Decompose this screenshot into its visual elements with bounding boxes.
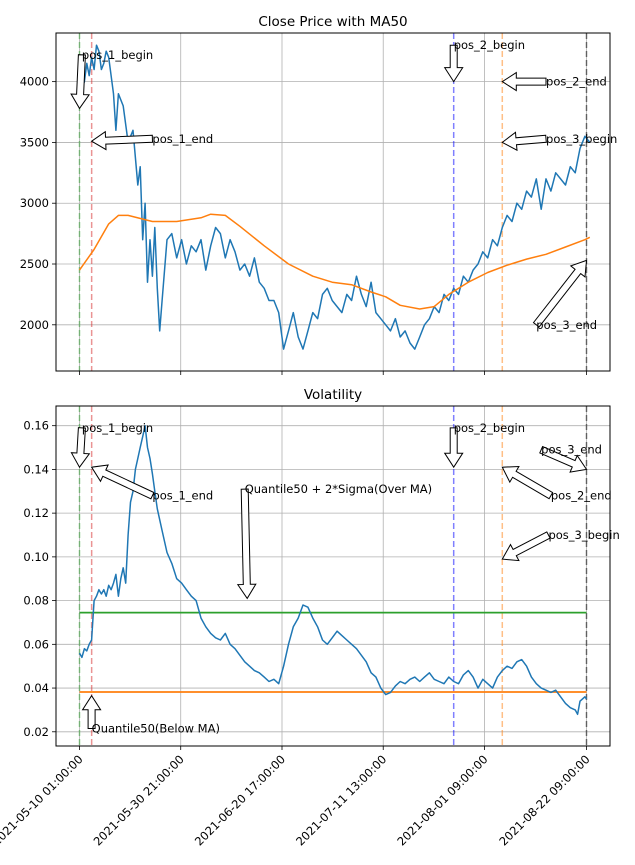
- annotation-arrow: [443, 427, 464, 469]
- annotation-arrow: [539, 445, 588, 473]
- annotation-label: pos_1_begin: [82, 48, 153, 62]
- annotation-arrow: [443, 44, 464, 83]
- chart-panel-2: [52, 405, 611, 750]
- annotation-arrow: [90, 130, 154, 151]
- x-tick-label: 2021-05-30 21:00:00: [91, 752, 187, 848]
- annotation-label: pos_3_end: [541, 443, 602, 457]
- annotation-label: pos_2_end: [551, 489, 612, 503]
- chart-panel-1: [52, 32, 611, 375]
- annotation-label: pos_1_end: [152, 132, 213, 146]
- annotation-arrow: [501, 465, 554, 500]
- y-tick-label: 0.02: [23, 725, 49, 739]
- annotation-label: pos_2_begin: [454, 421, 525, 435]
- annotation-label: pos_3_begin: [548, 528, 619, 542]
- y-tick-label: 0.16: [23, 419, 49, 433]
- annotation-label: Quantile50(Below MA): [92, 722, 220, 736]
- chart-title-1: Close Price with MA50: [258, 14, 407, 30]
- series-line-2: [78, 213, 591, 310]
- y-tick-label: 4000: [20, 75, 49, 89]
- y-tick-label: 2500: [20, 257, 49, 271]
- annotation-arrow: [501, 71, 547, 92]
- series-line-1: [78, 424, 588, 716]
- annotation-label: pos_3_end: [536, 318, 597, 332]
- annotation-label: pos_2_begin: [454, 38, 525, 52]
- annotation-label: pos_1_begin: [82, 421, 153, 435]
- annotation-label: pos_1_end: [152, 489, 213, 503]
- chart-title-2: Volatility: [304, 387, 362, 403]
- axes-frame: [55, 32, 611, 372]
- axes-frame: [55, 405, 611, 747]
- y-tick-label: 3500: [20, 135, 49, 149]
- y-tick-label: 0.14: [23, 462, 49, 476]
- annotation-label: pos_3_begin: [546, 132, 617, 146]
- y-tick-label: 0.06: [23, 637, 49, 651]
- y-tick-label: 3000: [20, 196, 49, 210]
- x-tick-label: 2021-07-11 13:00:00: [293, 752, 389, 848]
- annotation-arrow: [90, 464, 155, 500]
- y-tick-label: 2000: [20, 318, 49, 332]
- annotation-label: Quantile50 + 2*Sigma(Over MA): [245, 482, 432, 496]
- series-line-1: [78, 44, 591, 350]
- annotation-arrow: [501, 531, 551, 562]
- annotation-label: pos_2_end: [546, 75, 607, 89]
- annotation-arrow: [70, 427, 91, 469]
- annotation-arrow: [236, 488, 257, 600]
- annotation-arrow: [81, 694, 102, 729]
- y-tick-label: 0.10: [23, 550, 49, 564]
- x-tick-label: 2021-08-01 09:00:00: [394, 752, 490, 848]
- x-tick-label: 2021-06-20 17:00:00: [192, 752, 288, 848]
- x-tick-label: 2021-08-22 09:00:00: [496, 752, 592, 848]
- x-tick-label: 2021-05-10 01:00:00: [0, 752, 86, 848]
- y-tick-label: 0.12: [23, 506, 49, 520]
- annotation-arrow: [70, 54, 91, 110]
- y-tick-label: 0.08: [23, 594, 49, 608]
- annotation-arrow: [532, 259, 588, 328]
- annotation-arrow: [501, 131, 547, 152]
- y-tick-label: 0.04: [23, 681, 49, 695]
